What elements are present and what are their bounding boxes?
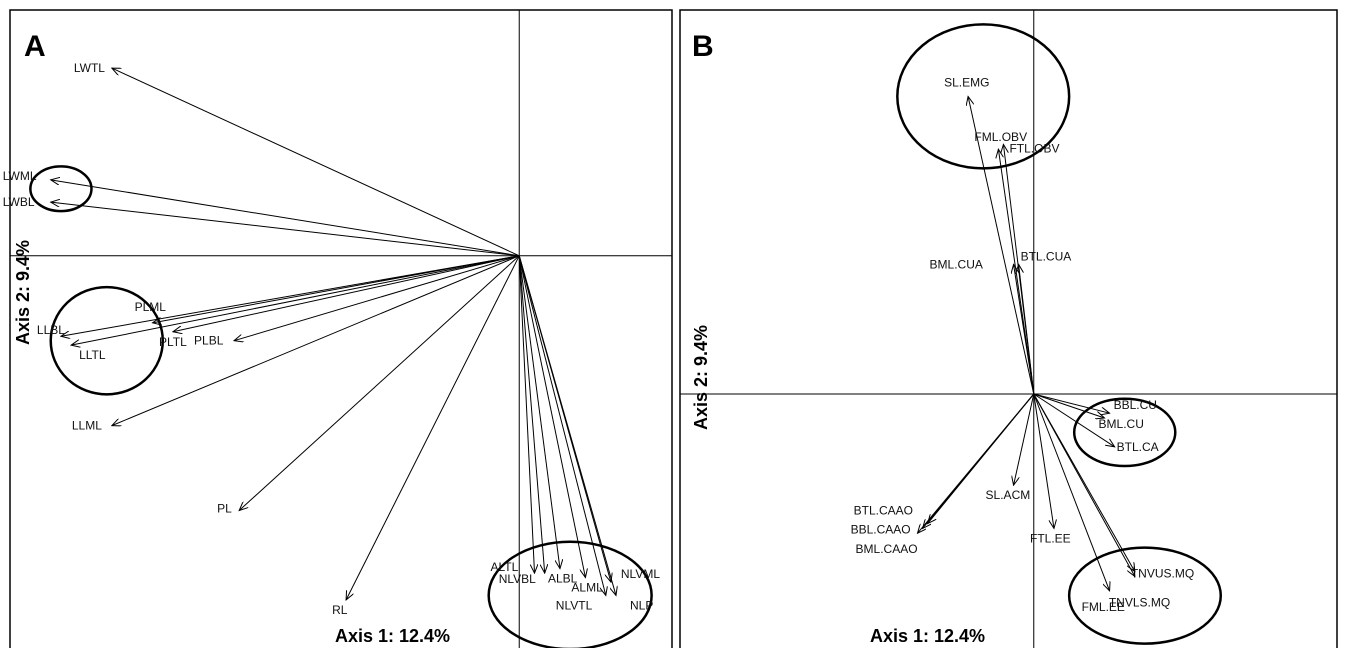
panel-b-letter: B [692, 30, 714, 63]
panel-a-vector-pltl [173, 255, 520, 332]
panel-a-vector-nlvtl [518, 255, 606, 596]
panel-b-vector-sl-emg [968, 96, 1035, 395]
panel-b-label-btl-caao: BTL.CAAO [854, 504, 913, 518]
panel-b-vector-ftl-ee [1033, 393, 1054, 528]
panel-a-group-ellipse [49, 285, 165, 396]
panel-a-label-plbl: PLBL [194, 334, 224, 348]
panel-a-vector-altl [518, 255, 534, 573]
panel-b-y-axis-title: Axis 2: 9.4% [691, 325, 711, 430]
panel-a-vector-llml [112, 255, 520, 426]
panel-a-plot: LWTL LWML LWBL PLML LLBL LLTL PLTL PLBL LLML PL RL… [3, 10, 672, 648]
panel-a-vector-rl [346, 255, 520, 600]
panel-b-label-bml-cu: BML.CU [1099, 417, 1144, 431]
panel-b-label-btl-cua: BTL.CUA [1021, 249, 1072, 263]
panel-a-x-axis-title: Axis 1: 12.4% [335, 626, 450, 646]
panel-a-vector-plbl [234, 255, 520, 341]
panel-a-label-plml: PLML [135, 300, 167, 314]
panel-b-vector-fml-ee [1033, 393, 1110, 591]
panel-b-label-bml-cua: BML.CUA [930, 257, 983, 271]
panel-a-label-altl: ALTL [491, 560, 519, 574]
panel-a-label-llml: LLML [72, 419, 102, 433]
panel-b-x-axis-title: Axis 1: 12.4% [870, 626, 985, 646]
panel-b-label-tnvus-mq: TNVUS.MQ [1131, 567, 1194, 581]
panel-b-vector-bbl-cu [1033, 393, 1110, 413]
panel-b-label-bml-caao: BML.CAAO [856, 542, 918, 556]
panel-a-vector-nlp [518, 255, 616, 596]
panel-a-label-rl: RL [332, 603, 348, 617]
panel-a-vector-albl [518, 255, 560, 569]
panel-a-label-lwbl: LWBL [3, 195, 35, 209]
panel-a-letter: A [24, 30, 46, 63]
panel-b-label-sl-acm: SL.ACM [986, 488, 1031, 502]
panel-a-group-ellipse [29, 165, 93, 213]
panel-b-vector-btl-cua [1019, 264, 1035, 395]
panel-b-vector-sl-acm [1014, 393, 1035, 485]
panel-b-vector-bml-cua [1014, 264, 1035, 395]
panel-a-label-nlvml: NLVML [621, 567, 660, 581]
panel-b-vector-bml-cu [1033, 393, 1105, 418]
panel-a-label-lltl: LLTL [79, 348, 106, 362]
panel-b-label-bbl-cu: BBL.CU [1114, 398, 1157, 412]
panel-b-label-ftl-obv: FTL.OBV [1009, 141, 1059, 155]
panel-a-y-axis-title: Axis 2: 9.4% [13, 240, 33, 345]
panel-a-vector-alml [518, 255, 585, 578]
panel-b-vector-bml-caao [918, 393, 1035, 533]
panel-b-group-ellipse [896, 23, 1071, 170]
panel-b-label-fml-obv: FML.OBV [974, 130, 1027, 144]
panel-b-label-sl-emg: SL.EMG [944, 75, 989, 89]
panel-a-label-llbl: LLBL [37, 323, 65, 337]
panel-b-label-ftl-ee: FTL.EE [1030, 531, 1071, 545]
panel-a-label-nlvbl: NLVBL [499, 572, 536, 586]
panel-a-frame [9, 9, 673, 648]
panel-a-label-pl: PL [217, 502, 232, 516]
panel-a-label-lwtl: LWTL [74, 61, 105, 75]
panel-a-group-ellipse [487, 540, 653, 648]
panel-b-label-bbl-caao: BBL.CAAO [851, 522, 911, 536]
panel-b-label-tnvls-mq: TNVLS.MQ [1109, 595, 1170, 609]
panel-a-label-lwml: LWML [3, 169, 37, 183]
panel-b-frame [679, 9, 1338, 648]
panel-b-group-ellipse [1072, 397, 1177, 468]
panel-a-vector-pl [239, 255, 520, 511]
panel-b-vector-tnvls-mq [1033, 393, 1135, 576]
panel-a-label-nlp: NLP [630, 598, 653, 612]
panel-a-label-nlvtl: NLVTL [556, 598, 593, 612]
panel-a-vector-llbl [61, 255, 520, 336]
panel-a-label-albl: ALBL [548, 572, 578, 586]
panel-a-vector-lwbl [51, 202, 520, 257]
panel-a-vector-lwml [51, 180, 520, 257]
panel-b-group-ellipse [1067, 546, 1223, 645]
panel-b-label-btl-ca: BTL.CA [1117, 440, 1159, 454]
panel-a-label-pltl: PLTL [159, 335, 187, 349]
panel-a-vector-nlvbl [518, 255, 544, 573]
panel-a-vector-lltl [71, 255, 520, 345]
panel-a-label-alml: ALML [571, 581, 603, 595]
panel-a-vector-lwtl [112, 68, 520, 257]
panel-b-vector-btl-ca [1033, 393, 1115, 447]
panel-b-label-fml-ee: FML.EE [1082, 600, 1125, 614]
